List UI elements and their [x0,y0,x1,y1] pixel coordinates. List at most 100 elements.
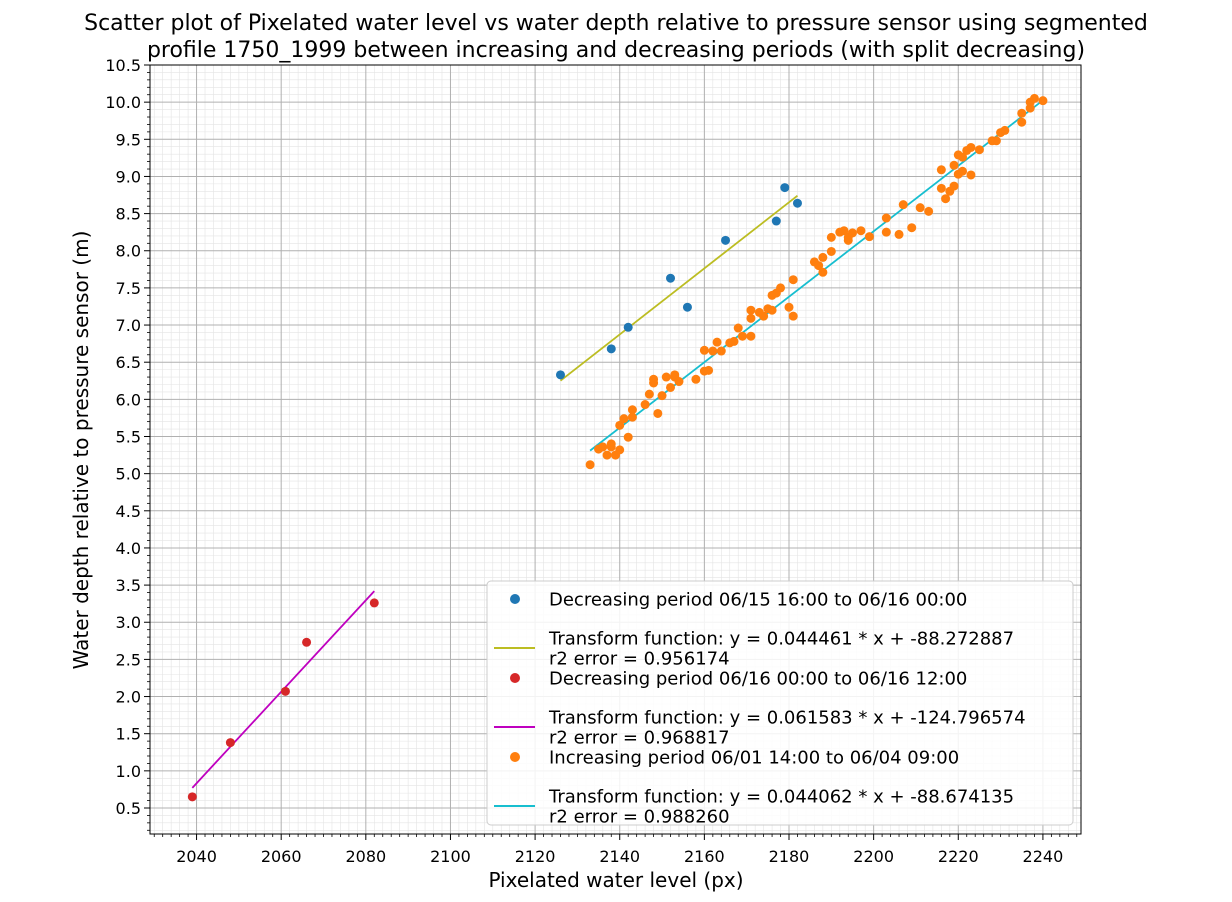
y-tick-label: 10.5 [105,56,141,75]
data-point-series-4 [729,336,739,346]
legend-label-3-line2: r2 error = 0.968817 [549,728,730,749]
data-point-series-0 [792,198,802,208]
data-point-series-4 [1017,108,1027,118]
data-point-series-4 [818,252,828,262]
data-point-series-4 [1029,93,1039,103]
data-point-series-4 [602,450,612,460]
x-tick-labels: 2040 2060 2080 2100 2120 2140 2160 2180 2200 2220… [176,847,1063,866]
y-tick-label: 1.5 [116,725,141,744]
legend-label-1: Transform function: y = 0.044461 * x + -… [548,629,1014,650]
data-point-series-4 [826,246,836,256]
data-point-series-4 [670,370,680,380]
data-point-series-4 [759,311,769,321]
data-point-series-4 [915,203,925,213]
data-point-series-4 [712,337,722,347]
data-point-series-4 [826,232,836,242]
y-tick-label: 10.0 [105,93,141,112]
legend-label-5: Transform function: y = 0.044062 * x + -… [548,787,1014,808]
axis-ticks [144,64,1078,840]
data-point-series-4 [674,377,684,387]
legend-label-2: Decreasing period 06/16 00:00 to 06/16 1… [549,669,967,690]
data-point-series-4 [898,200,908,210]
legend-label-0: Decreasing period 06/15 16:00 to 06/16 0… [549,590,967,611]
data-point-series-4 [627,405,637,415]
x-tick-label: 2200 [853,847,894,866]
data-point-series-0 [682,302,692,312]
y-tick-label: 7.5 [116,279,141,298]
data-point-series-0 [555,370,565,380]
y-tick-label: 4.5 [116,502,141,521]
data-point-series-4 [1000,125,1010,135]
y-tick-labels: 0.5 1.0 1.5 2.0 2.5 3.0 3.5 4.0 4.5 5.0 5.5 6.0 6.5 7… [105,56,141,818]
data-point-series-4 [788,311,798,321]
data-point-series-4 [666,382,676,392]
data-point-series-4 [856,226,866,236]
data-point-series-4 [974,145,984,155]
data-point-series-2 [302,637,312,647]
data-point-series-4 [699,345,709,355]
data-point-series-4 [746,331,756,341]
x-tick-label: 2060 [261,847,302,866]
data-point-series-4 [958,152,968,162]
y-tick-label: 2.5 [116,650,141,669]
y-tick-label: 9.0 [116,167,141,186]
data-point-series-4 [949,160,959,170]
x-tick-label: 2220 [938,847,979,866]
legend-label-3: Transform function: y = 0.061583 * x + -… [548,708,1026,729]
data-point-series-4 [941,194,951,204]
y-tick-label: 1.0 [116,762,141,781]
data-point-series-4 [746,305,756,315]
plot-frame [149,64,1082,835]
data-point-series-4 [776,283,786,293]
data-point-series-0 [721,235,731,245]
chart-title-line-2: profile 1750_1999 between increasing and… [147,38,1085,63]
data-point-series-4 [657,391,667,401]
legend-marker-4 [510,752,520,762]
legend-label-1-line2: r2 error = 0.956174 [549,649,730,670]
data-point-series-4 [585,460,595,470]
x-tick-label: 2080 [345,847,386,866]
y-tick-label: 8.0 [116,242,141,261]
y-tick-label: 5.0 [116,465,141,484]
data-point-series-4 [966,170,976,180]
data-point-series-4 [847,228,857,238]
data-point-series-2 [280,686,290,696]
y-tick-label: 6.0 [116,390,141,409]
data-point-series-4 [907,223,917,233]
data-point-series-4 [653,408,663,418]
legend-box [486,580,1074,826]
data-point-series-4 [627,412,637,422]
data-point-series-4 [1017,117,1027,127]
data-point-series-4 [936,165,946,175]
data-point-series-4 [708,346,718,356]
data-point-series-4 [991,136,1001,146]
data-point-series-4 [644,389,654,399]
data-point-series-4 [598,442,608,452]
y-tick-label: 5.5 [116,427,141,446]
y-tick-label: 6.5 [116,353,141,372]
data-point-series-4 [958,166,968,176]
y-tick-label: 3.5 [116,576,141,595]
data-point-series-4 [691,374,701,384]
data-point-series-4 [704,365,714,375]
data-point-series-4 [949,181,959,191]
data-point-series-4 [746,313,756,323]
data-point-series-4 [881,213,891,223]
y-tick-label: 8.5 [116,205,141,224]
data-point-series-4 [881,227,891,237]
x-tick-label: 2180 [769,847,810,866]
y-tick-label: 2.0 [116,688,141,707]
data-point-series-0 [780,183,790,193]
data-point-series-4 [1038,96,1048,106]
data-point-series-4 [788,275,798,285]
data-point-series-4 [606,439,616,449]
data-point-series-2 [369,598,379,608]
fit-line-1 [559,194,799,382]
data-point-series-4 [619,414,629,424]
data-point-series-4 [640,400,650,410]
legend: Decreasing period 06/15 16:00 to 06/16 0… [486,580,1074,828]
x-tick-label: 2240 [1023,847,1064,866]
legend-marker-0 [510,594,520,604]
data-point-series-4 [936,183,946,193]
